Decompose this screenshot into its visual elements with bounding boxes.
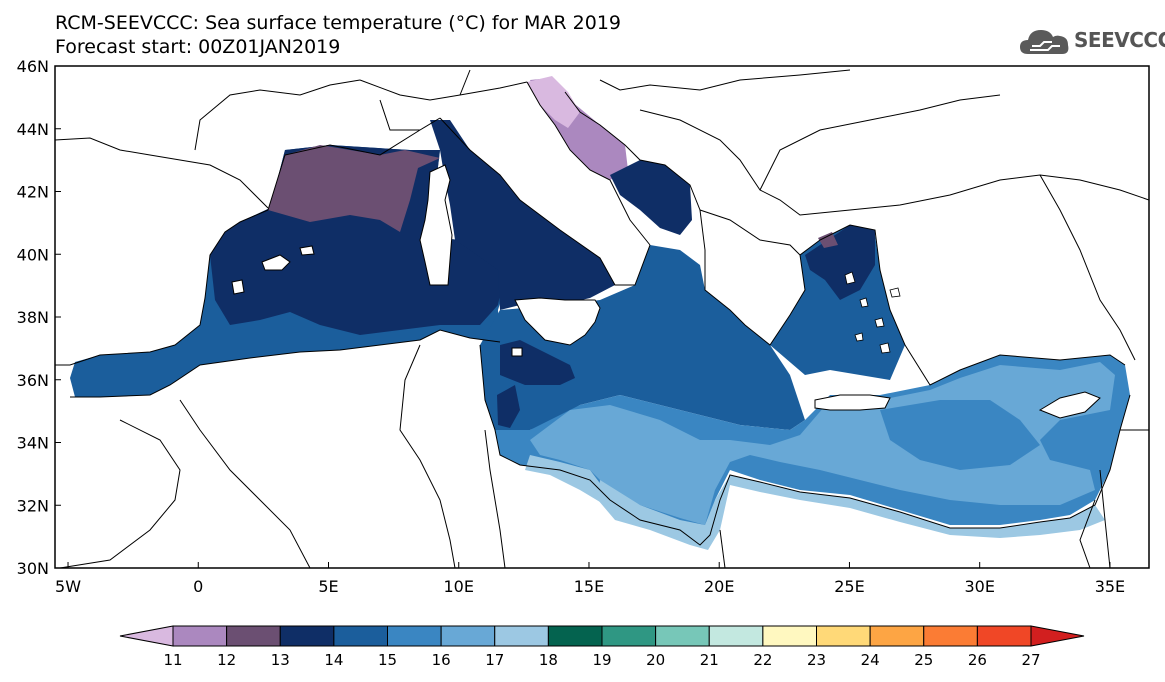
lat-tick-label: 30N <box>17 559 49 578</box>
lat-tick-label: 32N <box>17 496 49 515</box>
colorbar-label: 20 <box>646 651 665 669</box>
lat-tick-label: 38N <box>17 308 49 327</box>
lon-tick-label: 5E <box>318 577 338 596</box>
island-malta <box>511 347 523 357</box>
lon-tick-label: 10E <box>444 577 474 596</box>
longitude-axis: 5W 0 5E 10E 15E 20E 25E 30E 35E <box>55 562 1125 596</box>
sst-region-levantine-16-core <box>880 400 1040 470</box>
lat-tick-label: 40N <box>17 245 49 264</box>
sst-region-libya-coast-16 <box>525 455 605 502</box>
sst-region-ionian-15 <box>480 245 805 432</box>
colorbar-label: 12 <box>217 651 236 669</box>
lon-tick-label: 0 <box>193 577 203 596</box>
colorbar-swatch <box>762 625 817 647</box>
colorbar-swatch <box>494 625 549 647</box>
sst-region-adriatic-11 <box>527 76 580 128</box>
lat-tick-label: 46N <box>17 57 49 76</box>
colorbar-label: 16 <box>432 651 451 669</box>
colorbar-labels: 11 12 13 14 15 16 17 18 19 20 21 22 23 24 25 26 27 <box>163 651 1040 669</box>
coastlines <box>55 69 1149 568</box>
lon-tick-label: 5W <box>55 577 81 596</box>
colorbar-label: 11 <box>163 651 182 669</box>
colorbar-swatch <box>279 625 335 647</box>
lon-tick-label: 25E <box>834 577 864 596</box>
colorbar-label: 23 <box>807 651 826 669</box>
colorbar-label: 15 <box>378 651 397 669</box>
logo-text: SEEVCCC <box>1074 28 1165 52</box>
colorbar-swatch <box>226 625 281 647</box>
lat-tick-label: 44N <box>17 120 49 139</box>
island-corsica-sardinia <box>419 164 453 286</box>
island-balearic-menorca <box>299 245 315 256</box>
colorbar-swatch <box>333 625 388 647</box>
island-cyprus <box>1038 391 1101 419</box>
islands-aegean <box>844 271 901 354</box>
lon-tick-label: 15E <box>574 577 604 596</box>
colorbar-under-arrow <box>119 625 174 647</box>
colorbar-label: 25 <box>914 651 933 669</box>
lat-tick-label: 42N <box>17 183 49 202</box>
colorbar-label: 21 <box>700 651 719 669</box>
colorbar-label: 19 <box>592 651 611 669</box>
colorbar-over-arrow <box>1030 625 1085 647</box>
island-balearic-mallorca <box>261 254 291 271</box>
colorbar-label: 18 <box>539 651 558 669</box>
lat-tick-label: 36N <box>17 371 49 390</box>
sst-region-aegean-13 <box>818 232 838 248</box>
colorbar-swatch <box>869 625 925 647</box>
sst-region-adriatic-south-14 <box>610 160 692 235</box>
sst-region-tyrrhenian-14 <box>430 120 615 310</box>
colorbar-swatch <box>976 625 1032 647</box>
cloud-logo-icon <box>1020 30 1069 54</box>
lon-tick-label: 20E <box>704 577 734 596</box>
lon-tick-label: 30E <box>964 577 994 596</box>
colorbar-label: 13 <box>271 651 290 669</box>
sst-region-gulf-of-lion-13 <box>268 145 440 232</box>
seevccc-logo: SEEVCCC <box>1018 24 1165 60</box>
colorbar-label: 27 <box>1021 651 1040 669</box>
forecast-start-label: Forecast start: 00Z01JAN2019 <box>55 36 341 58</box>
island-crete <box>814 394 891 411</box>
colorbar-swatch <box>655 625 710 647</box>
colorbar-swatch <box>601 625 657 647</box>
lon-tick-label: 35E <box>1095 577 1125 596</box>
latitude-axis: 46N 44N 42N 40N 38N 36N 34N 32N 30N <box>17 57 61 578</box>
colorbar-label: 14 <box>324 651 343 669</box>
island-sicily <box>514 297 601 346</box>
map-title: RCM-SEEVCCC: Sea surface temperature (°C… <box>55 12 622 34</box>
colorbar-swatch <box>440 625 496 647</box>
colorbar-swatch <box>708 625 764 647</box>
colorbar-swatch <box>387 625 442 647</box>
island-balearic-ibiza <box>231 279 245 295</box>
colorbar-label: 26 <box>968 651 987 669</box>
colorbar <box>119 625 1085 647</box>
sst-region-egypt-coast-18 <box>598 475 1105 550</box>
colorbar-label: 22 <box>753 651 772 669</box>
colorbar-swatch <box>923 625 978 647</box>
colorbar-swatch <box>816 625 871 647</box>
lat-tick-label: 34N <box>17 434 49 453</box>
colorbar-label: 17 <box>485 651 504 669</box>
colorbar-label: 24 <box>861 651 880 669</box>
colorbar-swatch <box>172 625 228 647</box>
sst-region-gabes-14 <box>497 385 520 428</box>
colorbar-swatch <box>547 625 603 647</box>
